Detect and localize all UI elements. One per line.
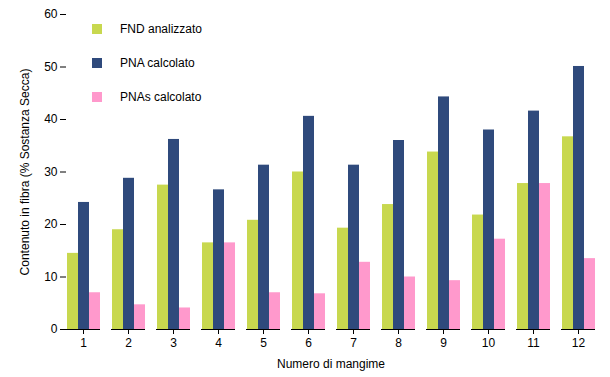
svg-text:30: 30 — [44, 165, 58, 179]
svg-text:2: 2 — [125, 336, 132, 350]
svg-text:Contenuto in fibra (% Sostanza: Contenuto in fibra (% Sostanza Secca) — [18, 69, 32, 276]
svg-text:40: 40 — [44, 112, 58, 126]
html-text:PNAs calcolato: PNAs calcolato — [120, 90, 202, 104]
svg-text:1: 1 — [80, 336, 87, 350]
svg-text:9: 9 — [440, 336, 447, 350]
svg-text:5: 5 — [260, 336, 267, 350]
svg-text:11: 11 — [527, 336, 540, 350]
svg-text:6: 6 — [305, 336, 312, 350]
svg-text:60: 60 — [44, 7, 58, 21]
svg-text:Numero di mangime: Numero di mangime — [277, 357, 385, 371]
svg-text:3: 3 — [170, 336, 177, 350]
svg-text:10: 10 — [482, 336, 496, 350]
html-text:FND analizzato: FND analizzato — [120, 22, 202, 36]
svg-text:7: 7 — [350, 336, 357, 350]
svg-text:4: 4 — [215, 336, 222, 350]
svg-text:12: 12 — [572, 336, 586, 350]
html-text:PNA calcolato: PNA calcolato — [120, 56, 195, 70]
svg-text:0: 0 — [51, 322, 58, 336]
svg-text:50: 50 — [44, 60, 58, 74]
svg-text:20: 20 — [44, 217, 58, 231]
svg-text:10: 10 — [44, 270, 58, 284]
svg-text:8: 8 — [395, 336, 402, 350]
